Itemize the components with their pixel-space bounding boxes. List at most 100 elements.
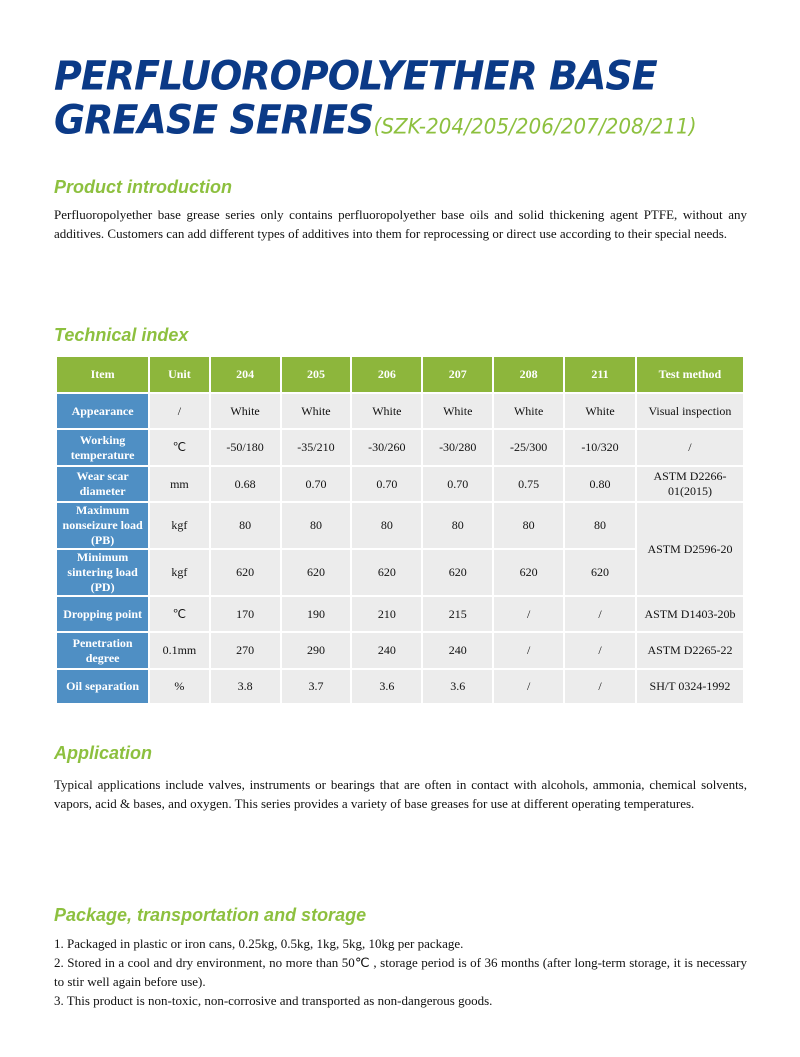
table-cell: 80 <box>565 503 635 548</box>
application-heading: Application <box>54 743 152 763</box>
table-cell: 0.70 <box>352 467 422 501</box>
table-row: Working temperature ℃ -50/180 -35/210 -30/26… <box>57 430 743 465</box>
column-header: 208 <box>494 357 564 392</box>
table-cell: 3.6 <box>352 670 422 703</box>
table-cell: 80 <box>494 503 564 548</box>
column-header: 204 <box>210 357 280 392</box>
package-item: 1. Packaged in plastic or iron cans, 0.2… <box>54 936 464 951</box>
table-cell: 0.70 <box>281 467 351 501</box>
row-label: Penetration degree <box>57 633 149 668</box>
test-method-cell: ASTM D1403-20b <box>636 597 743 631</box>
table-cell: 270 <box>210 633 280 668</box>
table-cell: White <box>210 394 280 428</box>
table-row: Appearance / White White White White White Whit… <box>57 394 743 428</box>
table-cell: 240 <box>352 633 422 668</box>
table-cell: -10/320 <box>565 430 635 465</box>
technical-heading: Technical index <box>54 325 189 345</box>
table-cell: White <box>494 394 564 428</box>
package-item: 2. Stored in a cool and dry environment,… <box>54 955 747 989</box>
table-row: Oil separation% 3.8 3.7 3.6 3.6// SH/T 0324-1… <box>57 670 743 703</box>
package-list: 1. Packaged in plastic or iron cans, 0.2… <box>54 934 747 1010</box>
table-cell: / <box>565 633 635 668</box>
table-cell: -35/210 <box>281 430 351 465</box>
table-row: Penetration degree 0.1mm 270 290 240 240// AST… <box>57 633 743 668</box>
table-cell: -50/180 <box>210 430 280 465</box>
table-cell: 290 <box>281 633 351 668</box>
package-item: 3. This product is non-toxic, non-corros… <box>54 993 493 1008</box>
table-cell: 210 <box>352 597 422 631</box>
table-cell: ℃ <box>150 430 209 465</box>
application-text: Typical applications include valves, ins… <box>54 777 747 811</box>
package-heading: Package, transportation and storage <box>54 905 367 925</box>
table-cell: / <box>150 394 209 428</box>
table-cell: White <box>352 394 422 428</box>
table-cell: 80 <box>423 503 493 548</box>
column-header: 207 <box>423 357 493 392</box>
column-header: 206 <box>352 357 422 392</box>
table-cell: 620 <box>281 550 351 595</box>
table-cell: 0.68 <box>210 467 280 501</box>
table-cell: 190 <box>281 597 351 631</box>
table-cell: 0.80 <box>565 467 635 501</box>
technical-table: Item Unit 204 205 206 207 208 211 Test method Ap… <box>55 355 745 705</box>
table-cell: 80 <box>210 503 280 548</box>
table-cell: -25/300 <box>494 430 564 465</box>
table-cell: -30/260 <box>352 430 422 465</box>
table-cell: 0.70 <box>423 467 493 501</box>
table-cell: -30/280 <box>423 430 493 465</box>
title-models: (SZK-204/205/206/207/208/211) <box>373 113 697 139</box>
table-cell: 3.6 <box>423 670 493 703</box>
column-header: Unit <box>150 357 209 392</box>
table-cell: 0.1mm <box>150 633 209 668</box>
table-cell: ℃ <box>150 597 209 631</box>
row-label: Wear scar diameter <box>57 467 149 501</box>
column-header: Item <box>57 357 149 392</box>
table-cell: 620 <box>423 550 493 595</box>
row-label: Maximum nonseizure load (PB) <box>57 503 149 548</box>
table-cell: kgf <box>150 503 209 548</box>
table-cell: White <box>565 394 635 428</box>
intro-text: Perfluoropolyether base grease series on… <box>54 207 747 241</box>
table-header-row: Item Unit 204 205 206 207 208 211 Test method <box>57 357 743 392</box>
table-cell: 620 <box>352 550 422 595</box>
row-label: Appearance <box>57 394 149 428</box>
table-cell: 620 <box>494 550 564 595</box>
test-method-cell: ASTM D2266-01(2015) <box>636 467 743 501</box>
column-header: Test method <box>636 357 743 392</box>
table-cell: 170 <box>210 597 280 631</box>
table-row: Maximum nonseizure load (PB) kgf 80 80 80 80 8… <box>57 503 743 595</box>
row-label: Oil separation <box>57 670 149 703</box>
test-method-cell: / <box>636 430 743 465</box>
table-cell: % <box>150 670 209 703</box>
table-cell: 80 <box>352 503 422 548</box>
test-method-cell: ASTM D2265-22 <box>636 633 743 668</box>
table-cell: 620 <box>210 550 280 595</box>
column-header: 205 <box>281 357 351 392</box>
table-cell: White <box>281 394 351 428</box>
table-cell: 80 <box>281 503 351 548</box>
table-cell: / <box>565 597 635 631</box>
table-cell: / <box>494 670 564 703</box>
table-row: Dropping point ℃ 170 190 210 215// ASTM D1403-… <box>57 597 743 631</box>
table-cell: mm <box>150 467 209 501</box>
row-label: Dropping point <box>57 597 149 631</box>
row-label: Working temperature <box>57 430 149 465</box>
table-cell: 620 <box>565 550 635 595</box>
table-cell: 215 <box>423 597 493 631</box>
intro-heading: Product introduction <box>54 177 232 197</box>
table-cell: 240 <box>423 633 493 668</box>
title-line-2: GREASE SERIES(SZK-204/205/206/207/208/21… <box>54 97 697 150</box>
table-cell: / <box>494 597 564 631</box>
test-method-cell: SH/T 0324-1992 <box>636 670 743 703</box>
table-cell: kgf <box>150 550 209 595</box>
table-row: Wear scar diameter mm 0.68 0.70 0.70 0.70 0.75… <box>57 467 743 501</box>
title-line-1: PERFLUOROPOLYETHER BASE <box>54 52 658 100</box>
table-cell: 3.8 <box>210 670 280 703</box>
table-cell: White <box>423 394 493 428</box>
test-method-cell: Visual inspection <box>636 394 743 428</box>
row-label: Minimum sintering load (PD) <box>57 550 149 595</box>
title-series: GREASE SERIES <box>54 96 374 143</box>
table-cell: 3.7 <box>281 670 351 703</box>
table-cell: / <box>494 633 564 668</box>
